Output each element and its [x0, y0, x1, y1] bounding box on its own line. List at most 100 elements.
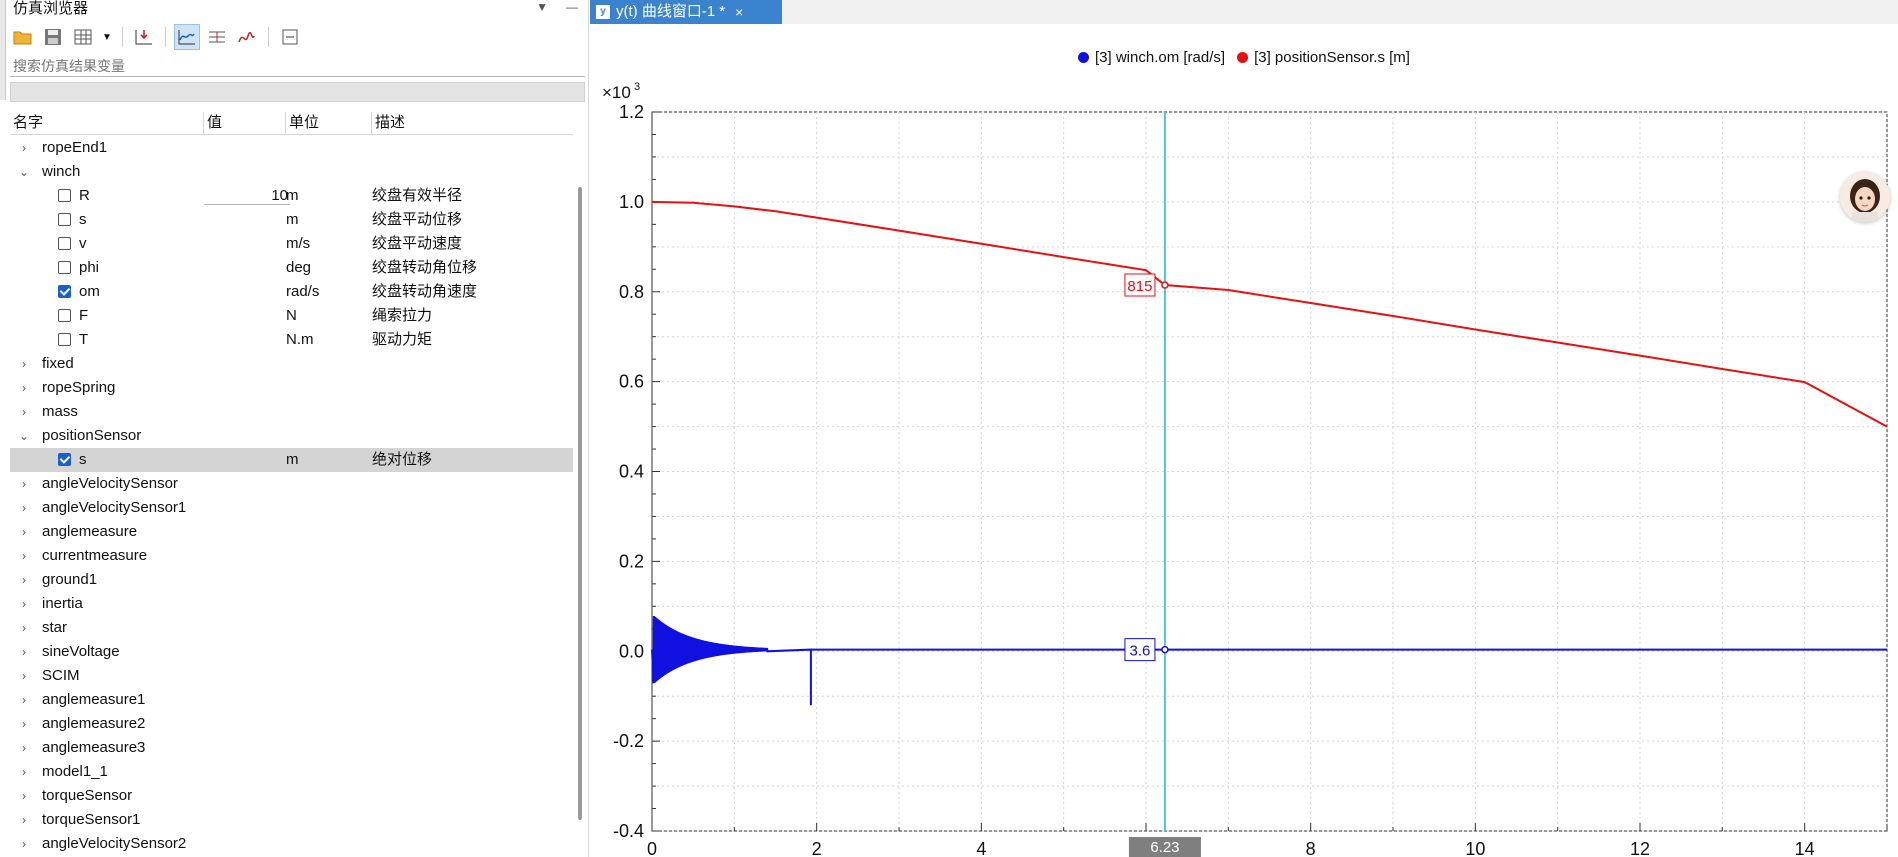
tree-item-ropeSpring[interactable]: › ropeSpring [10, 376, 573, 400]
tree-item-sineVoltage[interactable]: › sineVoltage [10, 640, 573, 664]
chevron-right-icon[interactable]: › [22, 501, 26, 515]
panel-controls: ▼ — [536, 0, 578, 18]
chevron-right-icon[interactable]: › [22, 741, 26, 755]
chevron-right-icon[interactable]: › [22, 837, 26, 851]
legend-item-position-sensor-s[interactable]: [3] positionSensor.s [m] [1237, 49, 1410, 66]
plot-checkbox[interactable] [58, 453, 71, 466]
tree-variable-phi[interactable]: phi deg 绞盘转动角位移 [10, 256, 573, 280]
chevron-right-icon[interactable]: › [22, 573, 26, 587]
plot-checkbox[interactable] [58, 237, 71, 250]
table-icon[interactable] [70, 24, 96, 50]
chevron-right-icon[interactable]: › [22, 381, 26, 395]
chevron-right-icon[interactable]: › [22, 621, 26, 635]
tree-variable-v[interactable]: v m/s 绞盘平动速度 [10, 232, 573, 256]
close-icon[interactable]: × [735, 4, 744, 20]
side-dock-strip[interactable] [0, 0, 6, 100]
tree-item-torqueSensor[interactable]: › torqueSensor [10, 784, 573, 808]
plot-canvas[interactable]: 0 2 4 8 10 12 14 -0.4 -0.2 0.0 0.2 0.4 0.6 0.8 1.0 1.2×… [590, 24, 1898, 857]
tree-variable-T[interactable]: T N.m 驱动力矩 [10, 328, 573, 352]
chevron-right-icon[interactable]: › [22, 549, 26, 563]
import-result-icon[interactable] [131, 24, 157, 50]
assistant-avatar[interactable] [1840, 172, 1890, 222]
variable-name: s [79, 451, 87, 468]
tree-item-SCIM[interactable]: › SCIM [10, 664, 573, 688]
panel-dropdown-icon[interactable]: ▼ [536, 0, 548, 14]
tree-item-angleVelocitySensor1[interactable]: › angleVelocitySensor1 [10, 496, 573, 520]
column-value[interactable]: 值 [204, 112, 286, 134]
tree-item-anglemeasure1[interactable]: › anglemeasure1 [10, 688, 573, 712]
variable-name: s [79, 211, 87, 228]
tree-item-anglemeasure3[interactable]: › anglemeasure3 [10, 736, 573, 760]
chevron-right-icon[interactable]: › [22, 789, 26, 803]
plot-checkbox[interactable] [58, 213, 71, 226]
tree-scrollbar[interactable] [578, 187, 582, 820]
chevron-right-icon[interactable]: › [22, 141, 26, 155]
chevron-right-icon[interactable]: › [22, 645, 26, 659]
tree-item-star[interactable]: › star [10, 616, 573, 640]
plot-checkbox[interactable] [58, 309, 71, 322]
tree-item-label: angleVelocitySensor1 [42, 499, 187, 516]
chevron-right-icon[interactable]: › [22, 357, 26, 371]
tree-variable-s[interactable]: s m 绝对位移 [10, 448, 573, 472]
tree-item-anglemeasure[interactable]: › anglemeasure [10, 520, 573, 544]
chevron-right-icon[interactable]: › [22, 669, 26, 683]
tree-item-positionSensor[interactable]: ⌄ positionSensor [10, 424, 573, 448]
plot-checkbox[interactable] [58, 189, 71, 202]
column-name[interactable]: 名字 [10, 112, 204, 134]
tree-item-winch[interactable]: ⌄ winch [10, 160, 573, 184]
chevron-right-icon[interactable]: › [22, 597, 26, 611]
plot-checkbox[interactable] [58, 333, 71, 346]
plot-yt-icon[interactable] [174, 24, 200, 50]
chevron-right-icon[interactable]: › [22, 693, 26, 707]
chevron-right-icon[interactable]: › [22, 813, 26, 827]
tree-item-label: positionSensor [42, 427, 142, 444]
tree-variable-om[interactable]: om rad/s 绞盘转动角速度 [10, 280, 573, 304]
tree-item-ropeEnd1[interactable]: › ropeEnd1 [10, 136, 573, 160]
chevron-right-icon[interactable]: › [22, 525, 26, 539]
tree-item-torqueSensor1[interactable]: › torqueSensor1 [10, 808, 573, 832]
chevron-right-icon[interactable]: › [22, 717, 26, 731]
chevron-right-icon[interactable]: › [22, 405, 26, 419]
tree-item-label: torqueSensor [42, 787, 133, 804]
chevron-right-icon[interactable]: › [22, 765, 26, 779]
variable-value-field[interactable]: 10 [204, 186, 290, 205]
collapse-all-icon[interactable] [277, 24, 303, 50]
tree-item-model1_1[interactable]: › model1_1 [10, 760, 573, 784]
tree-item-angleVelocitySensor2[interactable]: › angleVelocitySensor2 [10, 832, 573, 856]
variable-name: R [79, 187, 90, 204]
tree-item-angleVelocitySensor[interactable]: › angleVelocitySensor [10, 472, 573, 496]
x-tick-label: 12 [1630, 839, 1650, 857]
table-dropdown-icon[interactable]: ▼ [102, 31, 112, 43]
variable-description: 绞盘平动速度 [372, 235, 463, 252]
save-icon[interactable] [40, 24, 66, 50]
chevron-down-icon[interactable]: ⌄ [18, 165, 30, 179]
variable-description: 绞盘转动角速度 [372, 283, 478, 300]
plot-checkbox[interactable] [58, 285, 71, 298]
cursor-value-box [1124, 273, 1156, 297]
tree-item-fixed[interactable]: › fixed [10, 352, 573, 376]
tree-item-inertia[interactable]: › inertia [10, 592, 573, 616]
plot-parametric-icon[interactable] [204, 24, 230, 50]
column-unit[interactable]: 单位 [286, 112, 372, 134]
tree-item-ground1[interactable]: › ground1 [10, 568, 573, 592]
tree-variable-F[interactable]: F N 绳索拉力 [10, 304, 573, 328]
tab-plot-window-1[interactable]: y y(t) 曲线窗口-1 * × [590, 0, 782, 24]
simulation-browser-panel: 仿真浏览器 ▼ — ▼ [0, 0, 589, 857]
panel-minimize-icon[interactable]: — [566, 0, 578, 14]
plot-checkbox[interactable] [58, 261, 71, 274]
plot-xy-icon[interactable] [234, 24, 260, 50]
legend-item-winch-om[interactable]: [3] winch.om [rad/s] [1078, 49, 1225, 66]
tree-item-currentmeasure[interactable]: › currentmeasure [10, 544, 573, 568]
x-tick-label: 2 [812, 839, 822, 857]
open-folder-icon[interactable] [10, 24, 36, 50]
filter-bar[interactable] [10, 82, 585, 102]
chevron-down-icon[interactable]: ⌄ [18, 429, 30, 443]
tree-item-anglemeasure2[interactable]: › anglemeasure2 [10, 712, 573, 736]
column-description[interactable]: 描述 [375, 114, 406, 131]
tree-variable-R[interactable]: R 10 m 绞盘有效半径 [10, 184, 573, 208]
tree-item-mass[interactable]: › mass [10, 400, 573, 424]
tree-variable-s[interactable]: s m 绞盘平动位移 [10, 208, 573, 232]
chevron-right-icon[interactable]: › [22, 477, 26, 491]
y-tick-label: 0.2 [619, 551, 644, 571]
search-input[interactable] [10, 55, 585, 77]
